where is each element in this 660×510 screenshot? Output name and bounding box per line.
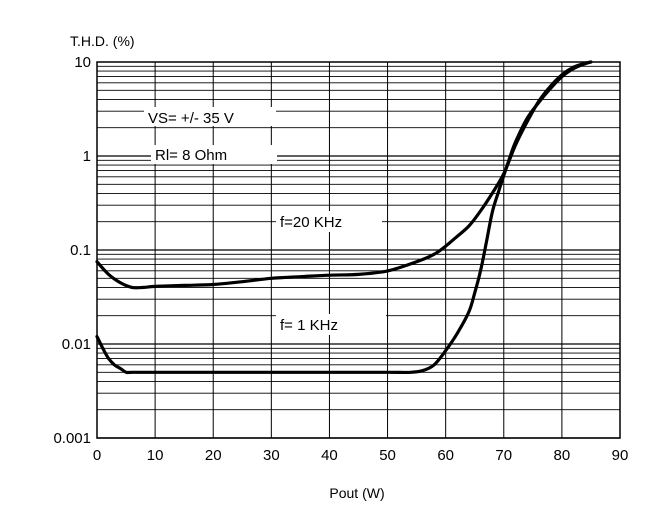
annotation-vs: VS= +/- 35 V [144, 107, 276, 127]
annotation-vs-text: VS= +/- 35 V [148, 110, 234, 127]
annotation-rl-text: Rl= 8 Ohm [155, 147, 227, 164]
legend-1khz: f= 1 KHz [276, 314, 386, 335]
y-tick-label: 0.01 [62, 336, 91, 353]
x-tick-label: 30 [263, 447, 280, 464]
x-tick-label: 10 [147, 447, 164, 464]
y-axis-label: T.H.D. (%) [70, 33, 135, 49]
x-tick-label: 90 [612, 447, 629, 464]
x-axis-ticks: 0 10 20 30 40 50 60 70 80 90 [93, 447, 629, 464]
y-axis-ticks: 0.001 0.01 0.1 1 10 [53, 54, 91, 447]
y-tick-label: 1 [83, 148, 91, 165]
x-tick-label: 40 [321, 447, 338, 464]
x-tick-label: 80 [554, 447, 571, 464]
y-tick-label: 0.001 [53, 430, 91, 447]
y-tick-label: 10 [74, 54, 91, 71]
plot-frame [96, 61, 621, 439]
grid [96, 62, 621, 439]
x-tick-label: 0 [93, 447, 101, 464]
series-curves [95, 60, 593, 375]
series-label-1khz: f= 1 KHz [280, 317, 338, 334]
x-tick-label: 50 [379, 447, 396, 464]
series-label-20khz: f=20 KHz [280, 214, 342, 231]
x-axis-label: Pout (W) [329, 485, 384, 501]
annotation-rl: Rl= 8 Ohm [151, 145, 277, 164]
x-tick-label: 60 [437, 447, 454, 464]
series-line-1khz [95, 60, 593, 375]
x-tick-label: 20 [205, 447, 222, 464]
x-tick-label: 70 [495, 447, 512, 464]
legend-20khz: f=20 KHz [276, 211, 382, 232]
y-tick-label: 0.1 [70, 242, 91, 259]
